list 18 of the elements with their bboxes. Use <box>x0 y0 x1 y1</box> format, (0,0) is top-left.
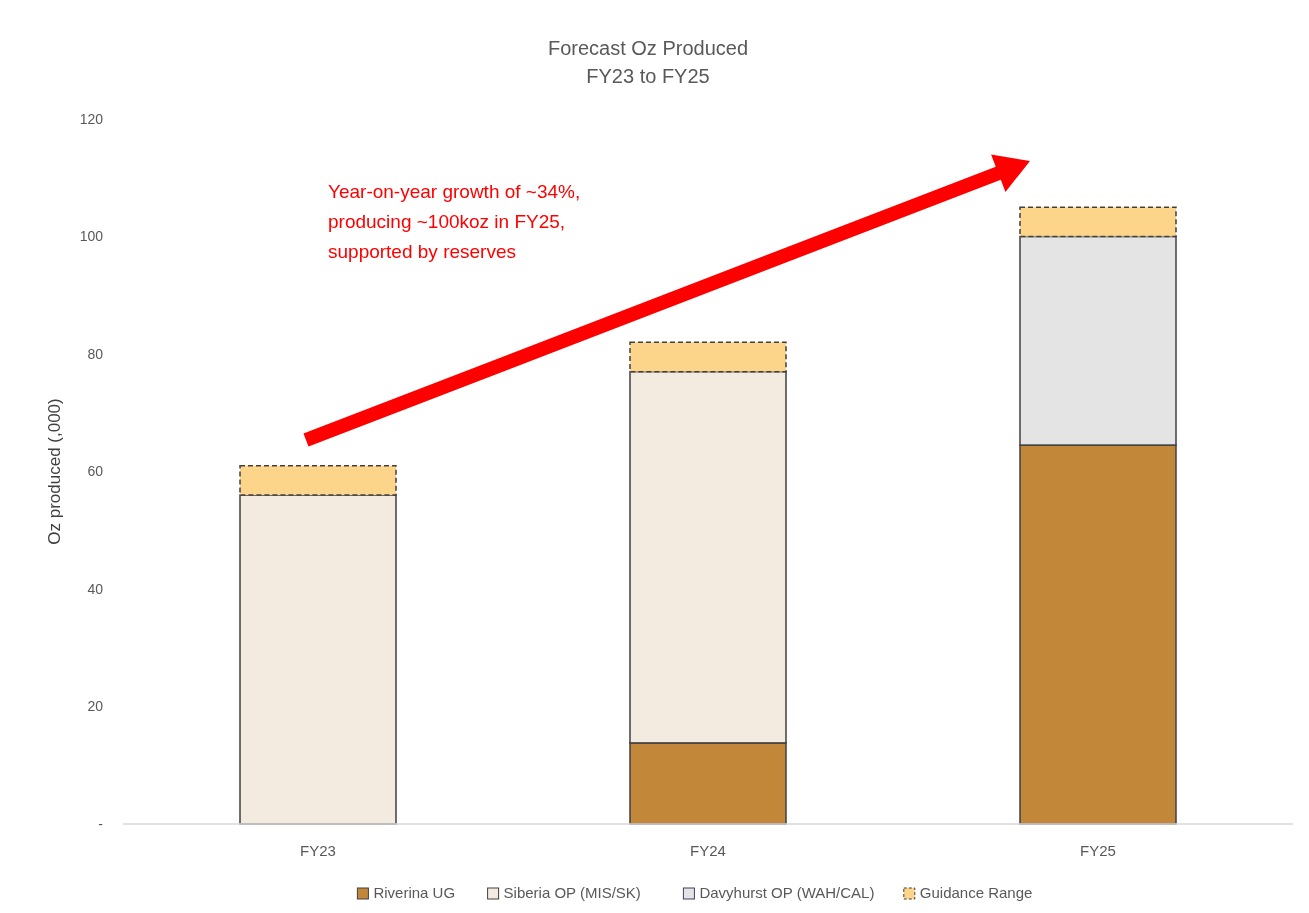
y-tick-label: 100 <box>79 228 104 245</box>
chart-subtitle: FY23 to FY25 <box>586 65 710 87</box>
chart-title: Forecast Oz Produced <box>547 37 749 59</box>
y-tick-label: 120 <box>79 110 104 127</box>
legend-label: Davyhurst OP (WAH/CAL) <box>699 884 875 901</box>
y-tick-label: 40 <box>87 580 104 597</box>
y-tick-label: 20 <box>87 698 104 715</box>
annotation: Year-on-year growth of ~34%, producing ~100koz in FY25, supported by reserves <box>328 181 581 262</box>
y-tick-label: 60 <box>87 463 104 480</box>
x-tick-label: FY24 <box>690 842 726 859</box>
y-tick-label: - <box>98 815 104 832</box>
x-tick-label: FY25 <box>1080 842 1116 859</box>
legend-label: Siberia OP (MIS/SK) <box>503 884 641 901</box>
x-tick-label: FY23 <box>300 842 336 859</box>
y-tick-label: 80 <box>87 345 104 362</box>
y-axis-title: Oz produced (,000) <box>45 398 64 545</box>
legend-label: Riverina UG <box>373 884 456 901</box>
legend-label: Guidance Range <box>919 884 1033 901</box>
